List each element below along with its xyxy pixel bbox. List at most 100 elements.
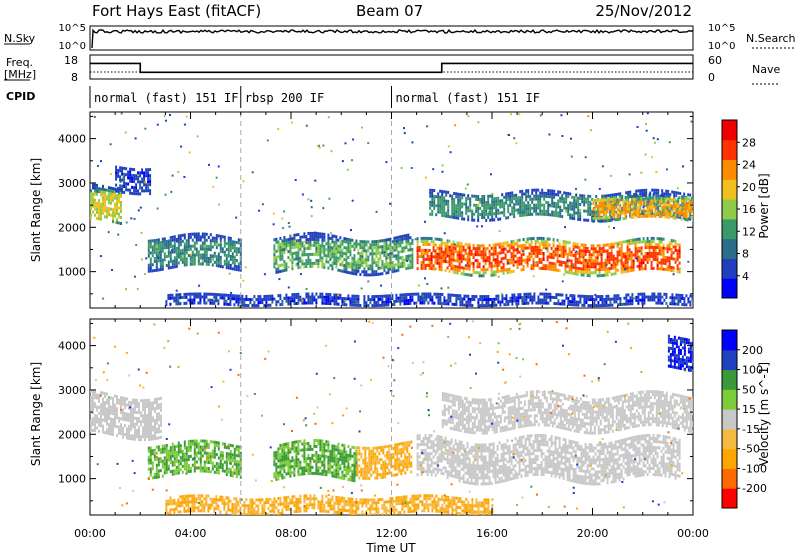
power-cell [169,251,172,255]
power-cell [116,218,118,222]
power-cell [297,260,300,264]
power-cell [592,219,595,223]
power-cell [434,261,437,265]
power-cell [497,202,500,206]
power-cell [419,295,422,299]
power-cell [313,243,316,247]
power-cell [553,195,556,199]
power-cell [528,258,531,262]
power-cell [448,251,451,255]
power-cell [102,202,104,206]
power-cell [457,204,460,208]
power-cell [587,218,590,222]
velocity-cell [132,398,134,402]
power-cell [175,299,178,303]
power-cell [638,200,641,204]
power-cell [496,255,499,258]
power-cell [195,292,198,296]
power-cell [449,215,452,219]
power-cell [570,265,573,269]
power-cell [610,251,613,255]
power-cell [223,299,226,303]
power-cell [371,246,374,250]
power-cell [211,298,214,302]
power-cell [668,256,671,260]
power-cell [590,265,593,269]
power-cell [506,271,509,275]
power-cell [560,248,563,252]
power-cell [305,265,308,269]
power-cell [315,244,318,247]
power-noise-cell [575,188,577,190]
power-cell [177,293,180,297]
power-cell [281,242,284,246]
power-cell [441,205,444,208]
power-cell [570,250,573,254]
velocity-cell [149,458,152,462]
power-cell [543,295,546,299]
power-cell [359,246,362,249]
power-cell [465,294,468,298]
power-noise-cell [156,256,159,259]
power-cell [510,255,513,259]
power-cell [501,202,504,206]
velocity-cell [149,449,152,453]
power-cell [598,262,601,266]
power-cell [351,259,354,263]
power-cell [561,299,564,303]
power-cell [667,192,670,196]
velocity-cell [138,405,140,409]
velocity-cell [158,412,160,416]
power-cell [455,300,458,303]
power-cell [469,197,472,201]
velocity-cell [140,399,142,403]
power-cell [530,246,533,250]
power-cell [279,303,282,307]
power-cell [153,257,156,260]
cpid-segment-label: rbsp 200 IF [245,91,324,105]
power-cell [399,262,402,266]
power-cell [219,243,222,247]
power-cell [229,242,232,246]
power-cell [293,233,296,237]
power-cell [484,268,487,272]
power-cell [227,296,230,300]
power-cell [387,268,390,272]
power-cell [331,296,334,300]
power-cell [217,261,220,265]
power-cell [391,264,394,268]
power-cell [588,256,591,260]
power-cell [472,265,475,268]
power-cell [668,215,671,219]
power-cell [201,259,204,263]
power-noise-cell [518,113,521,116]
power-cell [313,252,316,256]
power-cell [582,261,585,265]
power-cell [339,263,342,267]
power-cell [604,264,607,268]
power-cell [463,303,466,307]
velocity-cell [134,431,136,435]
power-cell [605,300,608,304]
power-cell [532,267,535,270]
power-cell [153,245,156,248]
power-cell [315,235,318,238]
power-cell [157,247,160,251]
power-cell [375,243,378,246]
power-cell [436,261,439,265]
power-cell [317,259,320,263]
power-cell [411,256,414,260]
power-cell [389,267,392,271]
power-cell [565,197,568,201]
velocity-cell [160,429,162,433]
power-cell [680,217,683,221]
power-cell [498,263,501,267]
power-cell [520,253,523,257]
power-cell [428,264,431,267]
power-noise-cell [340,263,343,266]
power-cell [573,294,576,298]
power-cell [440,262,443,266]
power-cell [464,251,467,255]
velocity-cell [152,419,154,423]
